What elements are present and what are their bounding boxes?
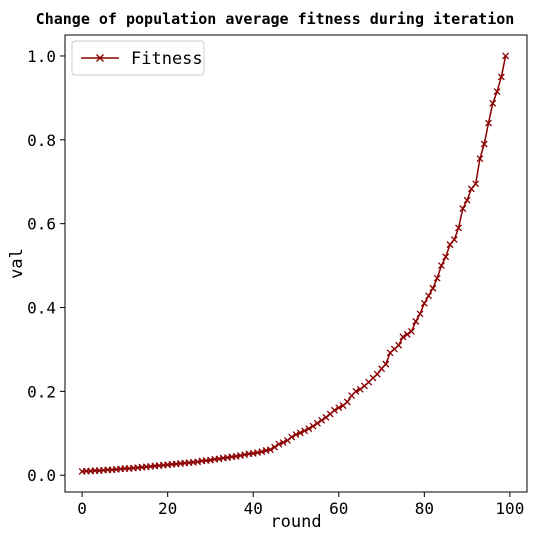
data-point-marker — [425, 292, 433, 300]
y-tick-label: 0.8 — [27, 131, 56, 150]
legend-label: Fitness — [131, 49, 203, 69]
series-line-fitness — [82, 55, 507, 473]
data-point-marker — [318, 416, 326, 424]
data-point-marker — [382, 360, 390, 368]
data-point-marker — [476, 155, 484, 163]
data-point-marker — [450, 236, 458, 244]
data-point-marker — [271, 443, 279, 451]
data-point-marker — [395, 341, 403, 349]
data-point-marker — [283, 436, 291, 444]
data-point-marker — [331, 406, 338, 414]
data-point-marker — [301, 427, 309, 435]
data-point-marker — [258, 448, 266, 456]
data-point-marker — [296, 429, 304, 437]
x-tick-label: 60 — [329, 499, 348, 518]
plot-frame — [64, 34, 528, 493]
data-point-marker — [493, 88, 501, 96]
data-point-marker — [437, 262, 445, 270]
data-point-marker — [429, 284, 437, 292]
y-tick-label: 0.2 — [27, 382, 56, 401]
data-point-marker — [408, 327, 415, 335]
x-tick-label: 0 — [77, 499, 87, 518]
series-line-layer — [82, 55, 507, 473]
data-point-marker — [459, 205, 467, 213]
data-point-marker — [292, 431, 300, 439]
data-point-marker — [455, 224, 463, 232]
data-point-marker — [343, 398, 351, 406]
data-point-marker — [420, 299, 428, 307]
y-tick-label: 0.4 — [27, 299, 56, 318]
data-point-marker — [356, 385, 364, 393]
data-point-marker — [480, 140, 488, 148]
data-point-marker — [322, 413, 330, 421]
legend-marker — [96, 54, 104, 62]
legend: Fitness — [71, 40, 205, 76]
data-point-marker — [403, 330, 411, 338]
data-point-marker — [489, 99, 497, 107]
data-point-marker — [373, 370, 381, 378]
y-tick-label: 0.6 — [27, 215, 56, 234]
data-point-marker — [502, 52, 510, 60]
x-axis-label: round — [270, 512, 321, 532]
data-point-marker — [288, 433, 296, 441]
marker-layer — [78, 52, 510, 475]
y-axis-label: val — [7, 248, 27, 279]
data-point-marker — [313, 419, 321, 427]
legend-box — [71, 40, 205, 76]
x-tick-label: 40 — [244, 499, 263, 518]
data-point-marker — [416, 310, 424, 318]
chart-title: Change of population average fitness dur… — [35, 10, 515, 28]
data-point-marker — [335, 404, 343, 412]
x-tick-label: 80 — [415, 499, 434, 518]
x-tick-label: 100 — [495, 499, 524, 518]
data-point-marker — [275, 440, 283, 448]
data-point-marker — [472, 180, 480, 188]
data-point-marker — [433, 274, 441, 282]
data-point-marker — [463, 196, 471, 204]
y-tick-label: 1.0 — [27, 47, 56, 66]
data-point-marker — [399, 333, 407, 341]
ticks-layer: 0 20 40 60 80 100 0.0 0.2 0.4 0.6 0.8 1.0 — [27, 47, 524, 518]
data-point-marker — [266, 446, 274, 454]
data-point-marker — [442, 253, 450, 261]
data-point-marker — [352, 387, 360, 395]
data-point-marker — [279, 439, 287, 446]
data-point-marker — [485, 119, 492, 127]
data-point-marker — [412, 317, 420, 325]
data-point-marker — [497, 73, 505, 81]
x-tick-label: 20 — [158, 499, 177, 518]
y-tick-label: 0.0 — [27, 466, 56, 485]
data-point-marker — [309, 422, 317, 430]
data-point-marker — [305, 425, 313, 433]
